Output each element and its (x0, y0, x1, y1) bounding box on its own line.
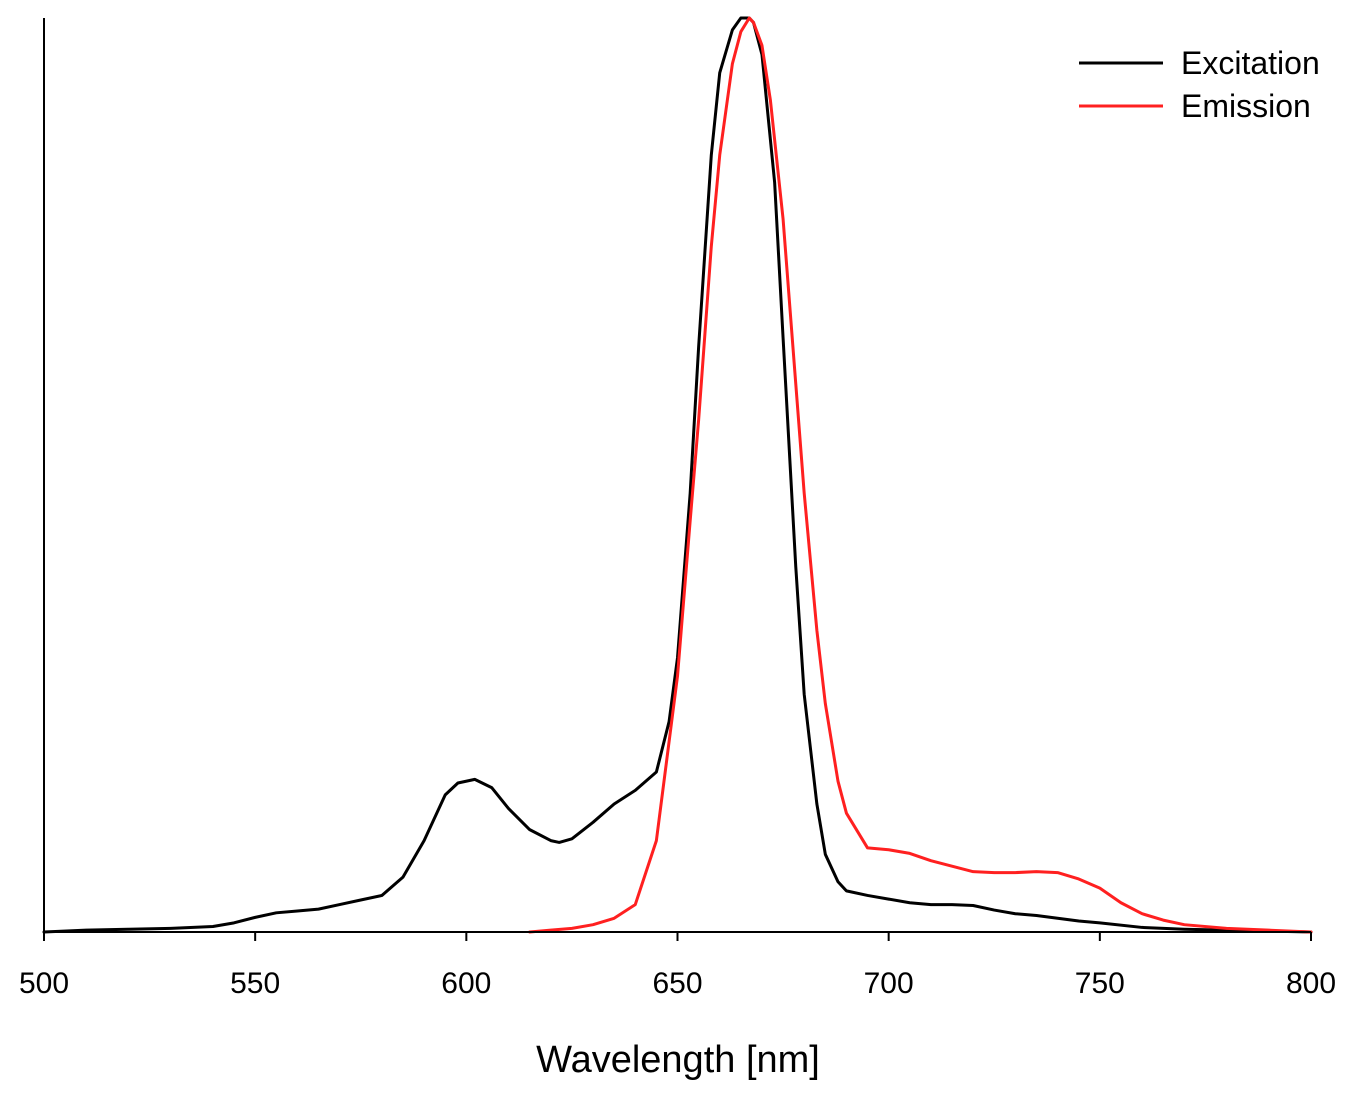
x-axis-title: Wavelength [nm] (536, 1039, 820, 1081)
x-tick-label: 550 (230, 967, 280, 1000)
series-line-emission (528, 16, 1313, 934)
x-tick-label: 600 (441, 967, 491, 1000)
x-tick-label: 700 (864, 967, 914, 1000)
legend-label-emission: Emission (1181, 88, 1311, 124)
legend: Excitation Emission (1079, 45, 1320, 124)
plot-area (42, 16, 1313, 934)
series-line-excitation (42, 16, 1313, 934)
x-tick-label: 750 (1075, 967, 1125, 1000)
x-tick-label: 800 (1286, 967, 1336, 1000)
x-tick-label: 650 (652, 967, 702, 1000)
x-ticks: 500 550 600 650 700 750 800 (19, 932, 1336, 1000)
legend-label-excitation: Excitation (1181, 45, 1320, 81)
x-tick-label: 500 (19, 967, 69, 1000)
